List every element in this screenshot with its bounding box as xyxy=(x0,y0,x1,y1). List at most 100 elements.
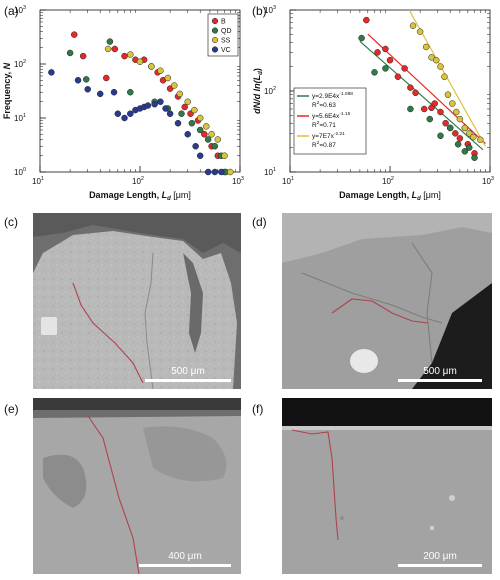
data-point-ss xyxy=(441,73,448,80)
data-point-qd xyxy=(465,144,473,151)
data-point-b xyxy=(363,16,370,24)
micrograph-e: 400 μm xyxy=(33,398,241,574)
data-point-ss xyxy=(477,136,484,144)
legend-marker xyxy=(211,46,219,53)
micrograph-f: 200 μm xyxy=(282,398,492,574)
scalebar-d-label: 500 μm xyxy=(423,366,457,377)
data-point-ss xyxy=(176,90,184,98)
data-point-vc xyxy=(218,168,225,176)
data-point-b xyxy=(401,65,408,72)
legend-label-vc: VC xyxy=(221,47,231,54)
data-point-ss xyxy=(432,56,440,64)
y-tick-label: 102 xyxy=(264,86,276,96)
data-point-b xyxy=(386,56,394,64)
data-point-vc xyxy=(84,86,91,93)
data-point-qd xyxy=(127,88,134,96)
data-point-vc xyxy=(127,110,134,117)
data-point-ss xyxy=(184,98,191,105)
data-point-vc xyxy=(196,152,204,159)
data-point-ss xyxy=(208,131,215,138)
y-tick-label: 101 xyxy=(264,167,276,177)
data-point-vc xyxy=(166,110,174,117)
data-point-qd xyxy=(407,105,414,113)
data-point-qd xyxy=(471,154,478,161)
data-point-b xyxy=(79,52,87,60)
data-point-ss xyxy=(470,133,477,141)
data-point-ss xyxy=(157,67,164,74)
data-point-ss xyxy=(148,63,155,70)
data-point-ss xyxy=(416,28,424,35)
data-point-qd xyxy=(371,69,378,76)
data-point-vc xyxy=(162,105,169,112)
data-point-b xyxy=(103,74,110,82)
data-point-b xyxy=(394,73,402,80)
data-point-b xyxy=(181,103,188,111)
y-axis-label: dN/d ln(Ld) xyxy=(252,68,264,114)
data-point-ss xyxy=(221,152,228,159)
panel-letter-e: (e) xyxy=(4,402,19,416)
y-tick-label: 101 xyxy=(14,113,26,123)
data-point-qd xyxy=(82,76,90,83)
data-point-qd xyxy=(358,34,365,42)
data-point-vc xyxy=(110,88,118,96)
data-point-b xyxy=(382,45,389,53)
data-point-b xyxy=(111,45,119,53)
data-point-qd xyxy=(196,126,204,134)
data-point-qd xyxy=(446,124,454,132)
x-axis-label: Damage Length, Ld [μm] xyxy=(339,190,441,202)
y-tick-label: 102 xyxy=(14,59,26,69)
data-point-qd xyxy=(454,141,462,148)
chart-a-frequency: 101 102 103 100 101 102 103 Damage Length, Ld [… xyxy=(2,5,244,202)
data-point-ss xyxy=(214,136,222,143)
data-point-ss xyxy=(127,51,134,58)
legend-fit-r2: R2=0.87 xyxy=(312,140,336,149)
data-point-ss xyxy=(465,130,473,137)
data-point-b xyxy=(407,84,414,91)
data-point-vc xyxy=(96,90,104,98)
panel-letter-a: (a) xyxy=(4,4,19,18)
data-point-qd xyxy=(426,115,434,123)
data-point-ss xyxy=(136,58,144,66)
data-point-qd xyxy=(106,38,114,45)
legend-fit-equation: y=2.9E4x-1.088 xyxy=(312,91,353,100)
data-point-b xyxy=(456,135,464,142)
data-point-b xyxy=(201,131,208,138)
data-point-ss xyxy=(196,114,204,122)
legend-fit-r2: R2=0.63 xyxy=(312,100,336,109)
data-point-qd xyxy=(188,119,196,127)
data-point-qd xyxy=(204,136,212,143)
panel-letter-f: (f) xyxy=(252,402,264,416)
panel-letter-c: (c) xyxy=(4,215,18,229)
micrograph-d: 500 μm xyxy=(282,213,492,389)
legend-marker xyxy=(211,36,219,44)
data-point-ss xyxy=(437,63,444,70)
data-point-ss xyxy=(170,82,178,89)
data-point-ss xyxy=(191,106,198,114)
legend-label-ss: SS xyxy=(221,38,231,45)
data-point-qd xyxy=(66,49,74,57)
data-point-ss xyxy=(428,54,435,61)
data-point-vc xyxy=(151,100,158,108)
data-point-vc xyxy=(114,110,122,117)
panel-letter-b: (b) xyxy=(252,4,267,18)
data-point-vc xyxy=(121,114,128,122)
data-point-b xyxy=(431,100,438,107)
legend-fit-r2: R2=0.71 xyxy=(312,120,336,129)
data-point-vc xyxy=(157,98,164,105)
data-point-b xyxy=(374,49,381,56)
data-point-ss xyxy=(203,123,210,130)
x-tick-label: 103 xyxy=(232,176,244,186)
legend-label-b: B xyxy=(221,19,226,26)
data-point-ss xyxy=(456,115,464,123)
scalebar-e-label: 400 μm xyxy=(168,551,202,562)
data-point-ss xyxy=(453,108,460,116)
panel-letter-d: (d) xyxy=(252,215,267,229)
data-point-qd xyxy=(178,110,185,117)
data-point-vc xyxy=(192,142,199,150)
data-point-ss xyxy=(227,168,234,176)
data-point-b xyxy=(437,108,444,116)
data-point-ss xyxy=(461,124,469,132)
data-point-vc xyxy=(48,69,55,76)
data-point-b xyxy=(442,119,449,127)
data-point-qd xyxy=(461,148,469,155)
